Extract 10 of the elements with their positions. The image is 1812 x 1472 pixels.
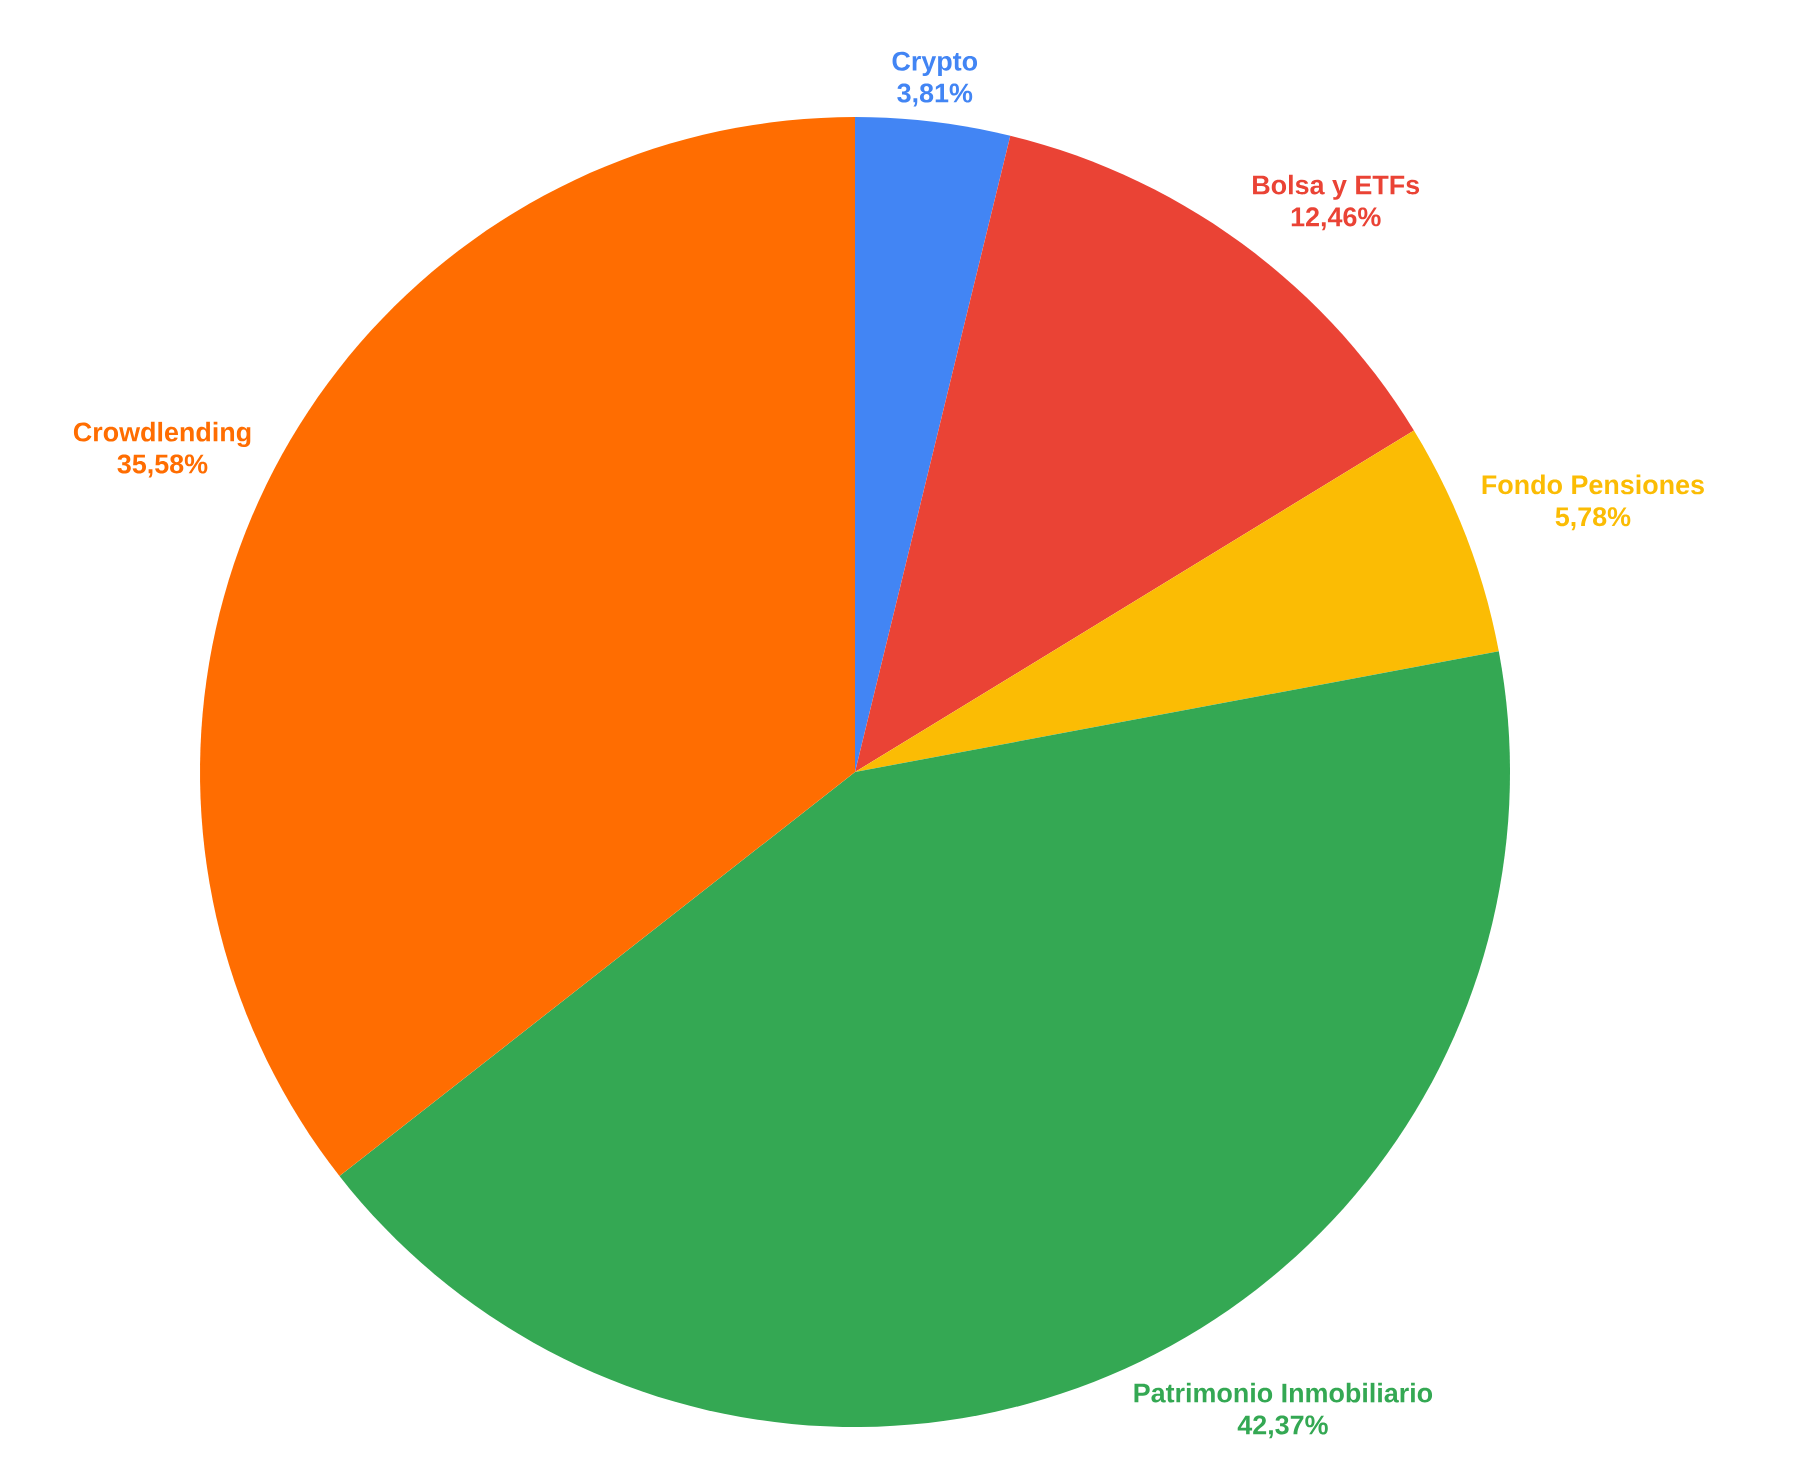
data-label: 3,81% <box>897 83 973 107</box>
slice-label: Patrimonio Inmobiliario <box>1134 1382 1433 1403</box>
data-label: 5,78% <box>1555 507 1631 531</box>
slice-label: Fondo Pensiones <box>1482 474 1704 495</box>
data-label: 42,37% <box>1237 1415 1328 1439</box>
slice-label: Bolsa y ETFs <box>1253 174 1420 200</box>
slice-label: Crypto <box>892 51 978 77</box>
data-label: 35,58% <box>117 454 208 478</box>
slice-label: Crowdlending <box>73 421 251 448</box>
data-label: 12,46% <box>1291 207 1381 231</box>
